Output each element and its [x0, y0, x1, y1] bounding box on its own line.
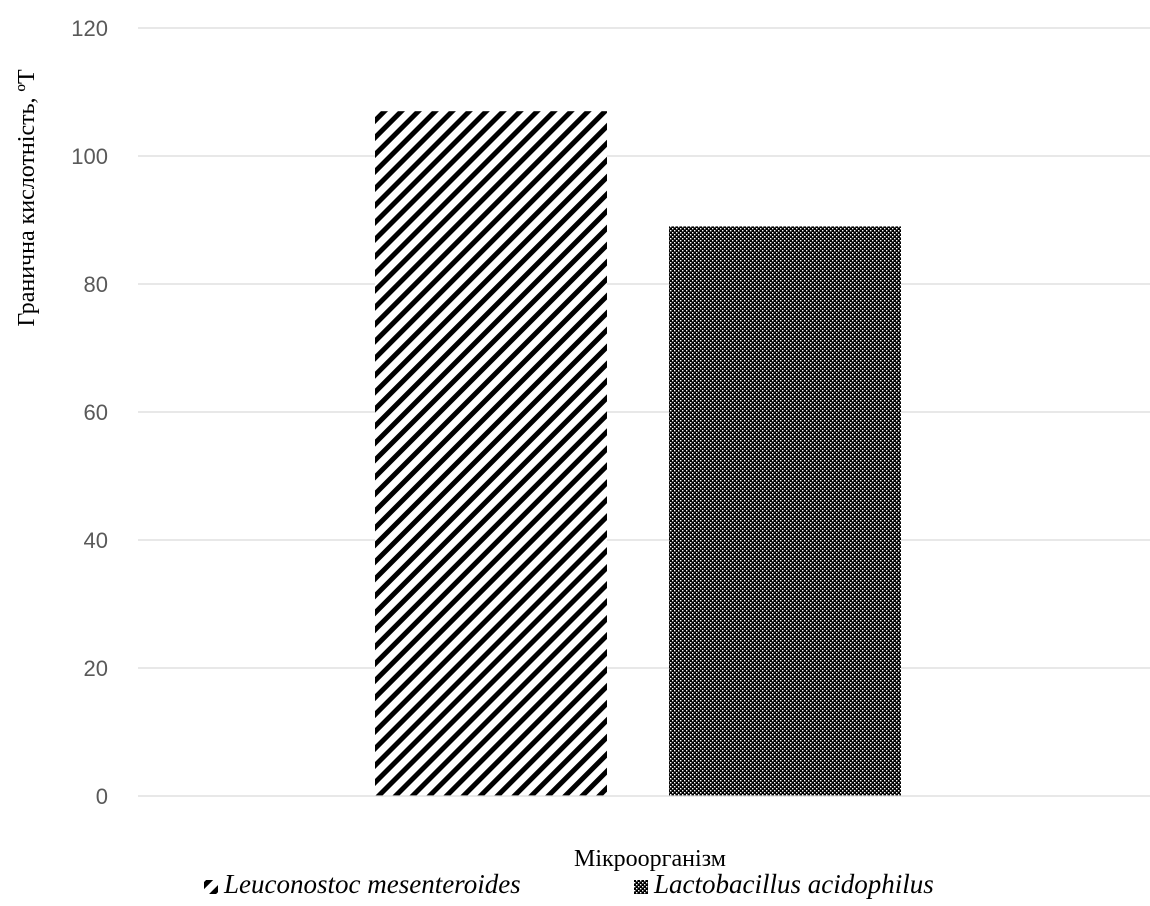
y-axis-title: Гранична кислотність, ºT: [14, 69, 40, 327]
legend-label: Leuconostoc mesenteroides: [223, 869, 521, 899]
bars: [375, 111, 901, 796]
y-tick-label: 80: [84, 272, 108, 297]
y-tick-label: 100: [71, 144, 108, 169]
legend-swatch: [634, 880, 648, 894]
legend: Leuconostoc mesenteroides Lactobacillus a…: [204, 869, 934, 899]
bar-lactobacillus-acidophilus: [669, 226, 901, 796]
y-tick-label: 40: [84, 528, 108, 553]
gridlines: [138, 28, 1150, 668]
y-tick-label: 120: [71, 16, 108, 41]
legend-label: Lactobacillus acidophilus: [653, 869, 934, 899]
legend-swatch: [204, 880, 218, 894]
bar-leuconostoc-mesenteroides: [375, 111, 607, 796]
y-tick-label: 60: [84, 400, 108, 425]
y-axis-ticks: 0 20 40 60 80 100 120: [71, 16, 108, 809]
y-tick-label: 20: [84, 656, 108, 681]
y-tick-label: 0: [96, 784, 108, 809]
